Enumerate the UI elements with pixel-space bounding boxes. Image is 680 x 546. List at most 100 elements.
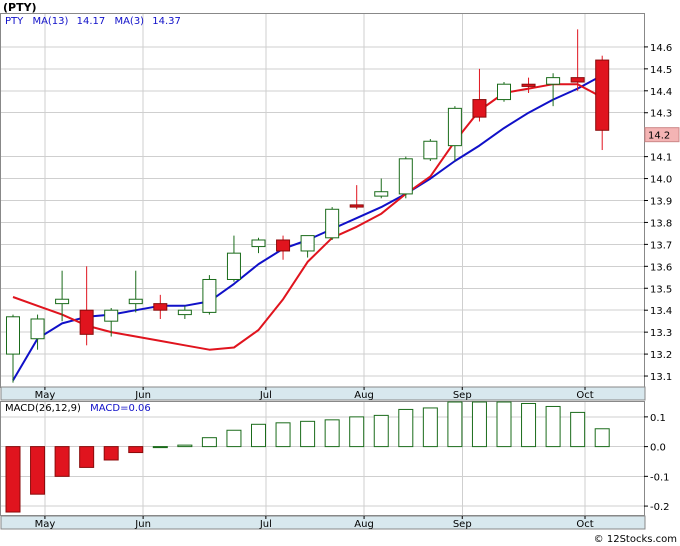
price-tick-label: 13.3 bbox=[650, 328, 672, 339]
candle bbox=[570, 29, 585, 91]
price-x-axis: May Jun Jul Aug Sep Oct bbox=[35, 387, 594, 401]
macd-bar bbox=[398, 408, 414, 448]
price-y-axis: 13.1 13.2 13.3 13.4 13.5 13.6 13.7 13.8 13.9 14.0… bbox=[644, 43, 680, 383]
candle-body bbox=[423, 140, 438, 160]
candle-body bbox=[55, 298, 70, 305]
macd-bar bbox=[226, 429, 242, 448]
month-label: Jul bbox=[259, 390, 272, 401]
month-label: Aug bbox=[354, 390, 374, 401]
macd-tick-label: -0.1 bbox=[650, 472, 670, 483]
candle bbox=[55, 270, 70, 322]
svg-text:PTY MA(13) 14.17 M: PTY MA(13) 14.17 MA(3) 14.37 bbox=[5, 16, 181, 27]
candle-body bbox=[6, 316, 20, 355]
candle bbox=[104, 308, 119, 337]
price-tick-label: 13.4 bbox=[650, 306, 672, 317]
candle-body bbox=[128, 298, 143, 305]
macd-bar bbox=[496, 401, 512, 448]
macd-bar bbox=[570, 411, 586, 448]
macd-bar bbox=[79, 446, 95, 468]
price-tick-label: 13.8 bbox=[650, 218, 672, 229]
macd-bar bbox=[103, 446, 119, 461]
candle bbox=[6, 314, 20, 383]
macd-bars bbox=[5, 401, 610, 513]
macd-bar bbox=[5, 446, 21, 513]
candle bbox=[128, 270, 143, 313]
month-label: Oct bbox=[576, 390, 593, 401]
price-tick-label: 13.2 bbox=[650, 350, 672, 361]
candle-body bbox=[325, 208, 340, 239]
candle-body bbox=[570, 77, 585, 83]
price-grid bbox=[1, 14, 644, 387]
chart-title: (PTY) bbox=[3, 1, 37, 14]
candle bbox=[30, 314, 45, 350]
legend-ma3-value: 14.37 bbox=[152, 16, 181, 27]
candle-body bbox=[226, 252, 241, 280]
candle bbox=[226, 235, 241, 282]
candle bbox=[300, 235, 315, 258]
month-label: Jun bbox=[134, 519, 151, 530]
candle-body bbox=[300, 235, 315, 252]
macd-bar bbox=[251, 423, 266, 448]
candle-body bbox=[104, 309, 119, 322]
candle bbox=[447, 106, 462, 162]
candle-body bbox=[546, 77, 561, 85]
price-tick-label: 13.6 bbox=[650, 262, 672, 273]
price-tick-label: 13.9 bbox=[650, 197, 672, 208]
legend-ticker: PTY bbox=[5, 16, 24, 27]
candle bbox=[276, 235, 291, 260]
candle-body bbox=[30, 318, 45, 340]
legend-ma3-label: MA(3) bbox=[114, 16, 144, 27]
macd-bar bbox=[447, 401, 463, 448]
macd-bar bbox=[128, 446, 144, 454]
month-label: Aug bbox=[354, 519, 374, 530]
price-tick-label: 14.4 bbox=[650, 87, 672, 98]
candle-body bbox=[202, 278, 217, 313]
candle bbox=[423, 139, 438, 162]
candle-body bbox=[472, 99, 487, 118]
macd-bar bbox=[594, 428, 610, 448]
macd-bar bbox=[545, 405, 561, 448]
candle bbox=[251, 237, 266, 254]
macd-legend-label: MACD(26,12,9) bbox=[5, 403, 81, 414]
macd-y-axis: 0.1 0.0 -0.1 -0.2 bbox=[644, 413, 670, 513]
price-tick-label: 14.0 bbox=[650, 175, 672, 186]
candle-body bbox=[251, 239, 266, 248]
macd-tick-label: 0.0 bbox=[650, 443, 666, 454]
price-x-axis-band bbox=[0, 386, 646, 401]
macd-bar bbox=[177, 444, 193, 448]
month-label: Jul bbox=[259, 519, 272, 530]
candle-body bbox=[79, 309, 94, 335]
candle bbox=[521, 77, 536, 93]
price-tick-label: 13.1 bbox=[650, 372, 672, 383]
candle-body bbox=[447, 107, 462, 147]
watermark: © 12Stocks.com bbox=[594, 534, 677, 545]
candle-body bbox=[497, 83, 511, 101]
macd-bar bbox=[324, 419, 340, 448]
candle bbox=[595, 55, 610, 151]
macd-legend-value: MACD=0.06 bbox=[90, 403, 151, 414]
candle-body bbox=[276, 239, 291, 252]
macd-bar bbox=[349, 416, 365, 448]
candle-body bbox=[374, 191, 389, 197]
candle bbox=[325, 207, 340, 240]
macd-x-axis-band bbox=[0, 515, 646, 530]
macd-bar bbox=[422, 407, 438, 448]
macd-bar bbox=[521, 402, 537, 448]
candle bbox=[79, 266, 94, 346]
last-price-box bbox=[644, 127, 680, 143]
candle bbox=[497, 82, 511, 102]
month-label: Sep bbox=[453, 390, 472, 401]
month-label: Oct bbox=[576, 519, 593, 530]
price-tick-label: 14.3 bbox=[650, 109, 672, 120]
month-label: May bbox=[35, 390, 56, 401]
month-label: May bbox=[35, 519, 56, 530]
candle bbox=[546, 73, 561, 107]
price-tick-label: 13.7 bbox=[650, 240, 672, 251]
month-label: Sep bbox=[453, 519, 472, 530]
candle-body bbox=[398, 158, 413, 195]
candlesticks bbox=[6, 29, 610, 383]
price-tick-label: 14.6 bbox=[650, 43, 672, 54]
legend-ma13-value: 14.17 bbox=[77, 16, 106, 27]
svg-text:MACD(26,12,9) MACD=0.06: MACD(26,12,9) MACD=0.06 bbox=[5, 403, 151, 414]
